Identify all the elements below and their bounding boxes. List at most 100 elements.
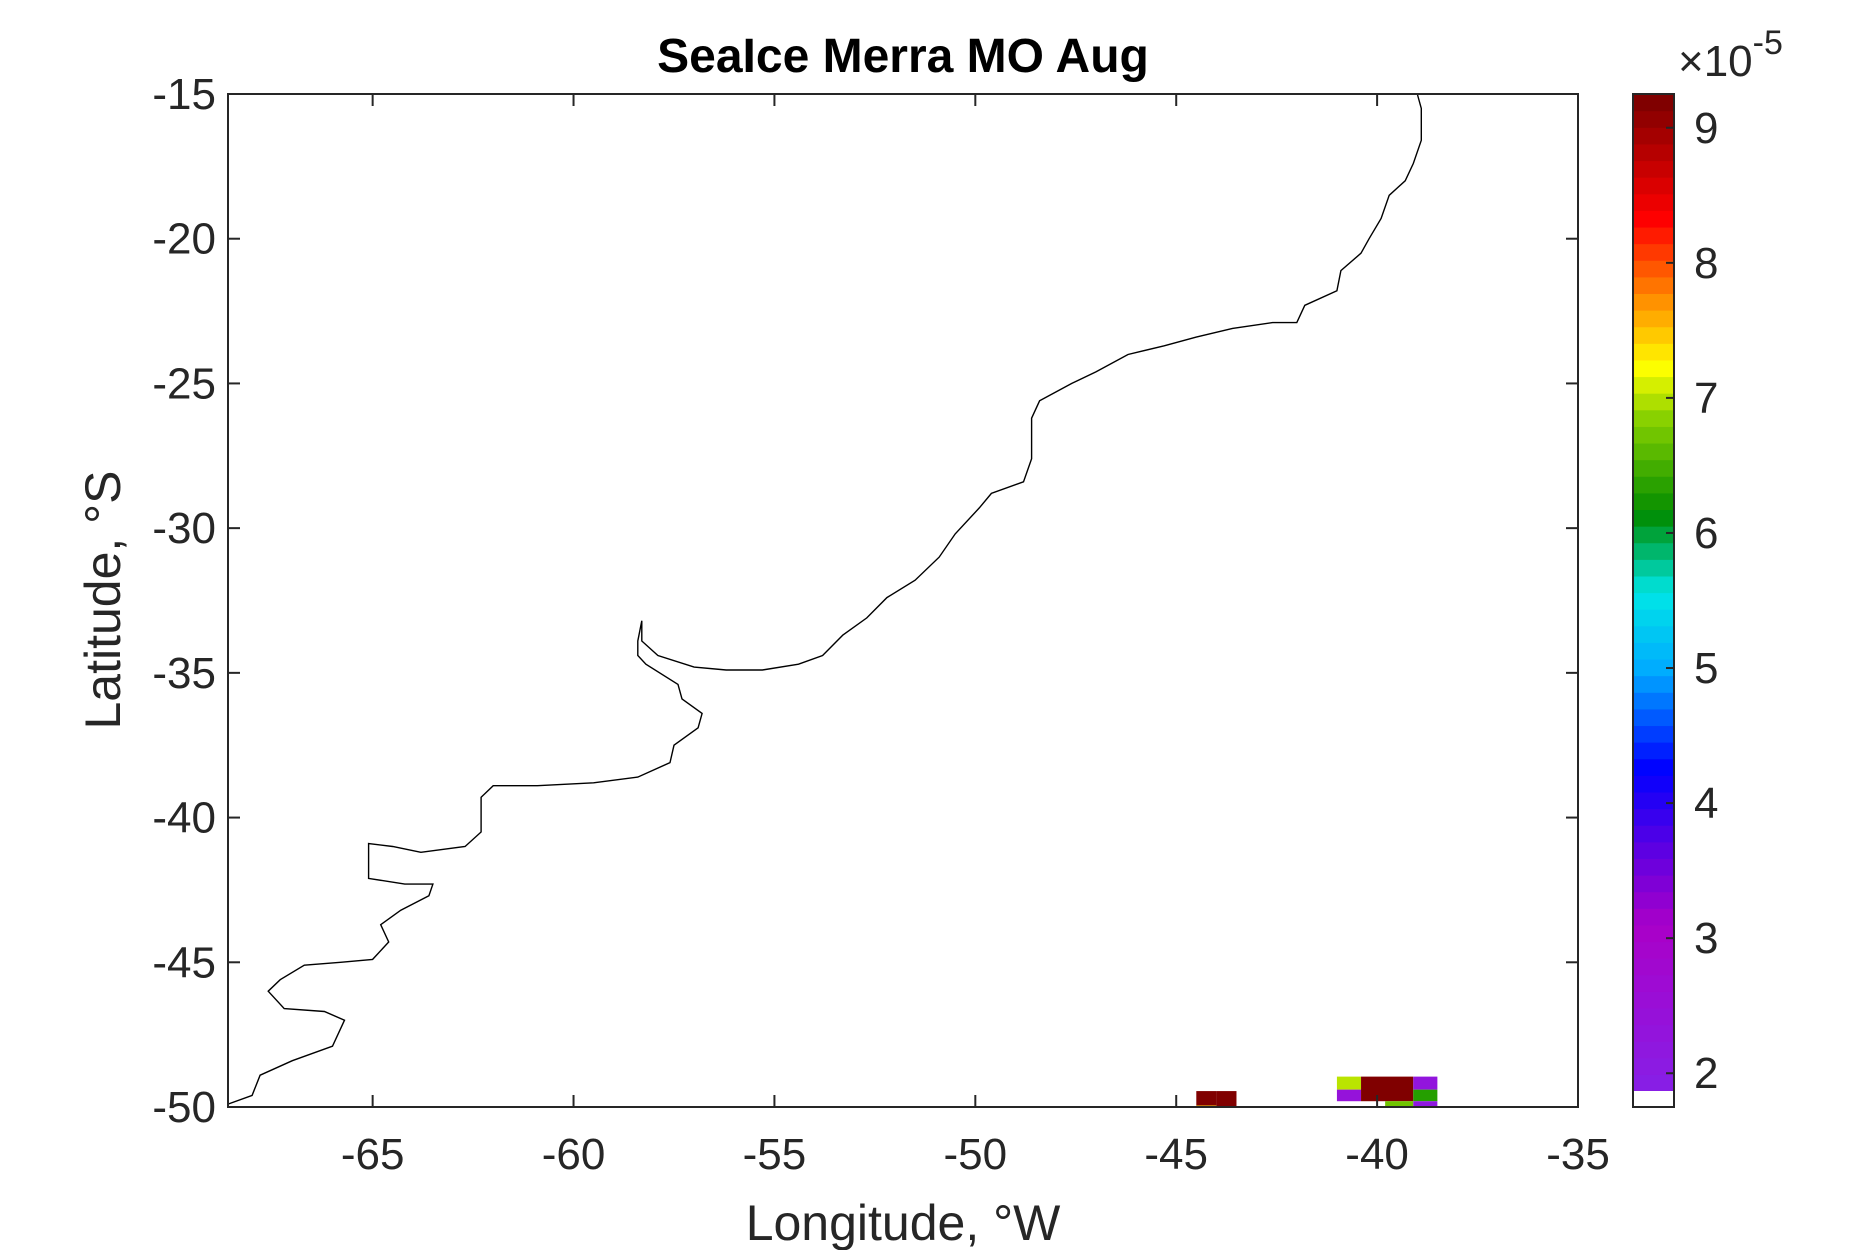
colorbar-band [1633,442,1674,461]
colorbar-band [1633,559,1674,577]
colorbar-band [1633,426,1674,444]
colorbar-band [1633,575,1674,594]
colorbar-band [1633,526,1674,544]
heatmap-cell [1336,1076,1362,1090]
y-tick-label: -45 [152,938,216,987]
colorbar-tick-label: 7 [1694,374,1718,423]
colorbar-band [1633,276,1674,294]
colorbar-band [1633,675,1674,693]
colorbar-band [1633,343,1674,361]
x-tick-label: -45 [1144,1130,1208,1179]
colorbar-band [1633,742,1674,760]
colorbar-tick-label: 4 [1694,779,1718,828]
colorbar-band [1633,409,1674,427]
colorbar-exponent-base: 10 [1704,37,1753,86]
colorbar-band [1633,991,1674,1009]
colorbar-tick-label: 2 [1694,1049,1718,1098]
colorbar-band [1633,841,1674,859]
colorbar-band [1633,542,1674,560]
colorbar-band [1633,143,1674,162]
colorbar-exponent-power: -5 [1753,24,1783,62]
colorbar-band [1633,858,1674,876]
x-axis-ticks: -65 -60 -55 -50 -45 -40 -35 [341,94,1610,1179]
colorbar-tick-label: 9 [1694,104,1718,153]
colorbar-tick-label: 8 [1694,239,1718,288]
colorbar-band [1633,226,1674,245]
heatmap-cell [1385,1101,1414,1107]
colorbar-band [1633,1024,1674,1042]
colorbar-exponent-times: × [1678,37,1704,86]
colorbar-band [1633,891,1674,909]
colorbar-band [1633,94,1674,112]
colorbar-band [1633,210,1674,228]
plot-frame [227,93,1579,1108]
x-tick-label: -35 [1546,1130,1610,1179]
heatmap-cell [1216,1091,1237,1107]
x-axis-label: Longitude, °W [746,1195,1061,1250]
colorbar-band [1633,692,1674,710]
colorbar-band [1633,791,1674,810]
colorbar-band [1633,609,1674,627]
x-tick-label: -50 [944,1130,1008,1179]
colorbar-band [1633,127,1674,145]
colorbar-band [1633,908,1674,926]
heatmap-cell [1361,1076,1414,1102]
colorbar-band [1633,326,1674,344]
colorbar-band [1633,775,1674,793]
y-tick-label: -50 [152,1083,216,1132]
colorbar-frame [1632,93,1675,1108]
colorbar-band [1633,642,1674,660]
colorbar-band [1633,110,1674,128]
y-axis-ticks: -15 -20 -25 -30 -35 -40 -45 -50 [152,70,1578,1132]
colorbar-band [1633,592,1674,610]
colorbar-tick-label: 3 [1694,914,1718,963]
colorbar-band [1633,359,1674,378]
heatmap-cell [1196,1091,1217,1106]
colorbar-band [1633,758,1674,776]
colorbar-band [1633,260,1674,278]
heatmap-cell [1413,1089,1438,1102]
colorbar-band [1633,974,1674,992]
chart-title: SeaIce Merra MO Aug [657,30,1149,83]
y-axis-label: Latitude, °S [75,470,131,729]
colorbar-band [1633,1074,1674,1092]
colorbar: 2 3 4 5 6 7 8 9 ×10-5 [1632,24,1783,1108]
colorbar-bands [1633,94,1674,1107]
plot-area: -65 -60 -55 -50 -45 -40 -35 -15 -20 -25 -30 -35 -40… [152,70,1609,1179]
colorbar-band [1633,193,1674,211]
colorbar-band [1633,874,1674,893]
colorbar-band [1633,243,1674,261]
colorbar-band [1633,177,1674,195]
colorbar-background-band [1633,1091,1674,1107]
x-tick-label: -55 [743,1130,807,1179]
colorbar-exponent: ×10-5 [1678,24,1783,86]
x-tick-label: -65 [341,1130,405,1179]
colorbar-band [1633,393,1674,411]
colorbar-band [1633,492,1674,511]
colorbar-band [1633,310,1674,328]
colorbar-band [1633,509,1674,527]
y-tick-label: -15 [152,70,216,119]
y-tick-label: -30 [152,504,216,553]
heatmap-cell [1336,1089,1362,1102]
colorbar-band [1633,958,1674,976]
colorbar-band [1633,160,1674,178]
colorbar-tick-label: 5 [1694,644,1718,693]
colorbar-band [1633,459,1674,477]
heatmap-cell [1413,1101,1438,1107]
y-tick-label: -40 [152,794,216,843]
colorbar-band [1633,1041,1674,1059]
colorbar-band [1633,1007,1674,1026]
y-tick-label: -20 [152,215,216,264]
colorbar-band [1633,825,1674,843]
colorbar-tick-label: 6 [1694,509,1718,558]
colorbar-band [1633,1057,1674,1075]
colorbar-band [1633,625,1674,643]
x-tick-label: -60 [542,1130,606,1179]
heatmap-cells [1196,1076,1438,1107]
colorbar-band [1633,708,1674,727]
colorbar-band [1633,941,1674,959]
colorbar-band [1633,476,1674,494]
colorbar-ticks: 2 3 4 5 6 7 8 9 [1666,104,1718,1098]
